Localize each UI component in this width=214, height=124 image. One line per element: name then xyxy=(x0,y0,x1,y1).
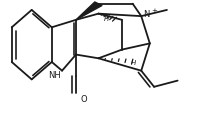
Text: NH: NH xyxy=(48,71,61,80)
Polygon shape xyxy=(76,2,102,20)
Text: +: + xyxy=(152,8,158,14)
Text: H: H xyxy=(104,16,109,22)
Text: H: H xyxy=(131,60,136,66)
Text: N: N xyxy=(143,10,150,19)
Text: O: O xyxy=(80,95,87,104)
